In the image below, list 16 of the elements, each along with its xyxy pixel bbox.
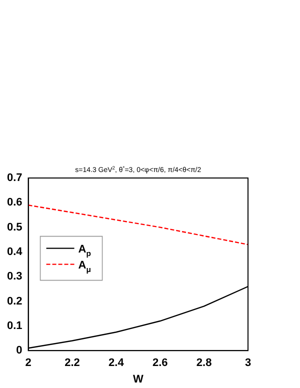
x-tick-label: 2.4 [108,357,125,370]
y-tick-label: 0.6 [6,196,22,209]
y-tick-label: 0 [16,344,22,357]
line-series [28,204,248,246]
y-tick-label: 0.3 [6,270,22,283]
y-tick-label: 0.4 [6,246,24,258]
x-tick-label: 2.6 [152,357,168,370]
x-tick-label: 3 [244,357,252,370]
y-tick-label: 0.1 [6,320,22,332]
y-tick-label: 0.7 [6,172,22,184]
y-tick-label: 0.5 [6,221,22,234]
x-axis-title: W [132,373,144,386]
x-tick-label: 2.2 [64,357,80,370]
x-tick-label: 2 [25,357,32,370]
y-tick-label: 0.2 [6,295,22,308]
x-tick-label: 2.8 [196,357,212,370]
